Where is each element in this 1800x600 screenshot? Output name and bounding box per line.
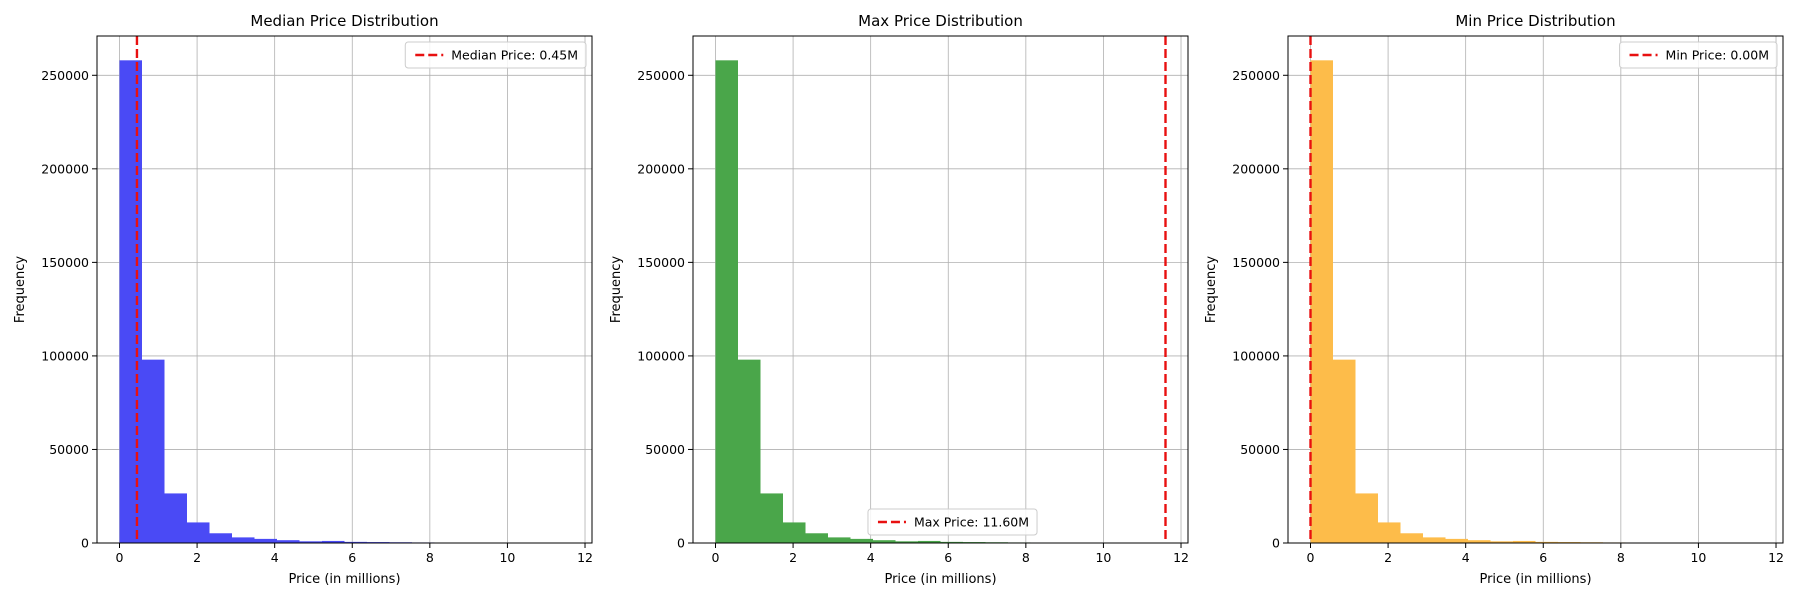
legend-label: Median Price: 0.45M — [451, 48, 578, 63]
y-tick-label: 200000 — [1232, 161, 1280, 176]
histogram-bar — [1355, 493, 1378, 543]
histogram-bar — [322, 540, 345, 543]
x-tick-label: 12 — [577, 550, 593, 565]
x-tick-label: 0 — [116, 550, 124, 565]
histogram-bar — [1310, 60, 1333, 543]
y-tick-label: 50000 — [1240, 442, 1280, 457]
y-tick-label: 250000 — [637, 68, 685, 83]
x-tick-label: 12 — [1173, 550, 1189, 565]
histogram-bar — [1513, 540, 1536, 543]
histogram-bar — [738, 359, 761, 543]
x-tick-label: 8 — [1617, 550, 1625, 565]
x-tick-label: 10 — [1690, 550, 1706, 565]
x-tick-label: 4 — [1462, 550, 1470, 565]
x-tick-label: 8 — [426, 550, 434, 565]
histogram-bar — [232, 537, 255, 543]
x-tick-label: 10 — [499, 550, 515, 565]
y-tick-label: 200000 — [637, 161, 685, 176]
chart-title: Min Price Distribution — [1455, 12, 1615, 30]
subplot-2: 0 2 4 6 8 10 12 0 50000 100000 150000 200000 250000 M… — [609, 12, 1189, 587]
y-axis-label: Frequency — [609, 256, 624, 323]
histogram-bar — [805, 533, 828, 543]
x-tick-label: 0 — [1307, 550, 1315, 565]
legend-label: Min Price: 0.00M — [1666, 48, 1769, 63]
x-tick-label: 2 — [1384, 550, 1392, 565]
y-tick-label: 100000 — [41, 348, 89, 363]
y-axis-label: Frequency — [1204, 256, 1219, 323]
histogram-bar — [895, 541, 918, 543]
legend-label: Max Price: 11.60M — [914, 515, 1029, 530]
subplot-3: 0 2 4 6 8 10 12 0 50000 100000 150000 200000 250000 M… — [1204, 12, 1784, 587]
histogram-bar — [1468, 540, 1491, 543]
axes-frame — [96, 35, 593, 544]
histogram-bar — [1333, 359, 1356, 543]
histogram-bar — [715, 60, 738, 543]
x-tick-label: 10 — [1095, 550, 1111, 565]
legend-box — [404, 41, 587, 69]
histogram-bar — [828, 537, 851, 543]
x-tick-label: 4 — [867, 550, 875, 565]
histogram-bar — [760, 493, 783, 543]
histogram-bar — [119, 60, 142, 543]
histogram-bar — [850, 538, 873, 543]
x-tick-label: 12 — [1768, 550, 1784, 565]
legend: Min Price: 0.00M — [1619, 41, 1778, 69]
histogram-bar — [187, 522, 210, 543]
y-tick-label: 250000 — [1232, 68, 1280, 83]
histogram-bar — [1423, 537, 1446, 543]
x-tick-label: 6 — [944, 550, 952, 565]
histogram-bar — [1445, 538, 1468, 543]
y-tick-label: 150000 — [1232, 255, 1280, 270]
y-tick-label: 50000 — [645, 442, 685, 457]
histogram-bar — [873, 540, 896, 543]
legend-box — [1619, 41, 1778, 69]
y-axis-label: Frequency — [13, 256, 28, 323]
y-tick-label: 0 — [1272, 536, 1280, 551]
x-axis-label: Price (in millions) — [884, 572, 996, 587]
histogram-bar — [254, 538, 277, 543]
histogram-bar — [344, 541, 367, 543]
y-tick-label: 0 — [677, 536, 685, 551]
x-axis-label: Price (in millions) — [288, 572, 400, 587]
chart-title: Max Price Distribution — [858, 12, 1023, 30]
histogram-bar — [164, 493, 187, 543]
x-axis-label: Price (in millions) — [1479, 572, 1591, 587]
y-tick-label: 250000 — [41, 68, 89, 83]
histogram-bar — [918, 540, 941, 543]
x-tick-label: 8 — [1022, 550, 1030, 565]
y-tick-label: 100000 — [1232, 348, 1280, 363]
histogram-bar — [1400, 533, 1423, 543]
legend-box — [867, 508, 1038, 536]
chart-title: Median Price Distribution — [250, 12, 438, 30]
x-tick-label: 6 — [348, 550, 356, 565]
x-tick-label: 2 — [789, 550, 797, 565]
x-tick-label: 4 — [271, 550, 279, 565]
histogram-bar — [142, 359, 165, 543]
x-tick-label: 2 — [193, 550, 201, 565]
y-tick-label: 200000 — [41, 161, 89, 176]
y-tick-label: 0 — [81, 536, 89, 551]
legend: Max Price: 11.60M — [867, 508, 1038, 536]
axes-frame — [692, 35, 1189, 544]
histogram-bar — [209, 533, 232, 543]
y-tick-label: 150000 — [637, 255, 685, 270]
histogram-bar — [1378, 522, 1401, 543]
histogram-bar — [299, 541, 322, 543]
subplot-1: 0 2 4 6 8 10 12 0 50000 100000 150000 200000 250000 M… — [13, 12, 593, 587]
y-tick-label: 100000 — [637, 348, 685, 363]
axes-frame — [1287, 35, 1784, 544]
x-tick-label: 6 — [1539, 550, 1547, 565]
y-tick-label: 50000 — [49, 442, 89, 457]
legend: Median Price: 0.45M — [404, 41, 587, 69]
histogram-bar — [783, 522, 806, 543]
histogram-bar — [1535, 541, 1558, 543]
y-tick-label: 150000 — [41, 255, 89, 270]
histogram-bar — [940, 541, 963, 543]
histogram-bar — [277, 540, 300, 543]
x-tick-label: 0 — [712, 550, 720, 565]
histogram-bar — [1490, 541, 1513, 543]
